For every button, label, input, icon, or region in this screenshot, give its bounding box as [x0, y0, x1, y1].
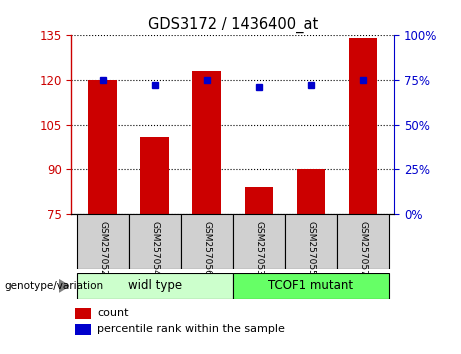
Text: widl type: widl type	[128, 279, 182, 292]
Text: GSM257057: GSM257057	[358, 221, 367, 276]
FancyBboxPatch shape	[285, 214, 337, 269]
Bar	[244, 187, 273, 214]
Bar	[89, 80, 117, 214]
Polygon shape	[59, 280, 69, 292]
Bar	[193, 71, 221, 214]
FancyBboxPatch shape	[233, 273, 389, 299]
FancyBboxPatch shape	[129, 214, 181, 269]
FancyBboxPatch shape	[77, 214, 129, 269]
Bar	[296, 170, 325, 214]
Text: GSM257052: GSM257052	[98, 221, 107, 275]
Text: GSM257056: GSM257056	[202, 221, 211, 276]
Text: GSM257053: GSM257053	[254, 221, 263, 276]
Text: percentile rank within the sample: percentile rank within the sample	[97, 324, 285, 334]
Text: count: count	[97, 308, 129, 318]
FancyBboxPatch shape	[77, 273, 233, 299]
Text: TCOF1 mutant: TCOF1 mutant	[268, 279, 354, 292]
Bar	[141, 137, 169, 214]
FancyBboxPatch shape	[233, 214, 285, 269]
Text: genotype/variation: genotype/variation	[5, 281, 104, 291]
FancyBboxPatch shape	[181, 214, 233, 269]
Text: GSM257054: GSM257054	[150, 221, 159, 275]
Bar	[75, 324, 91, 335]
FancyBboxPatch shape	[337, 214, 389, 269]
Bar	[349, 38, 377, 214]
Title: GDS3172 / 1436400_at: GDS3172 / 1436400_at	[148, 16, 318, 33]
Text: GSM257055: GSM257055	[307, 221, 315, 276]
Bar	[75, 308, 91, 319]
